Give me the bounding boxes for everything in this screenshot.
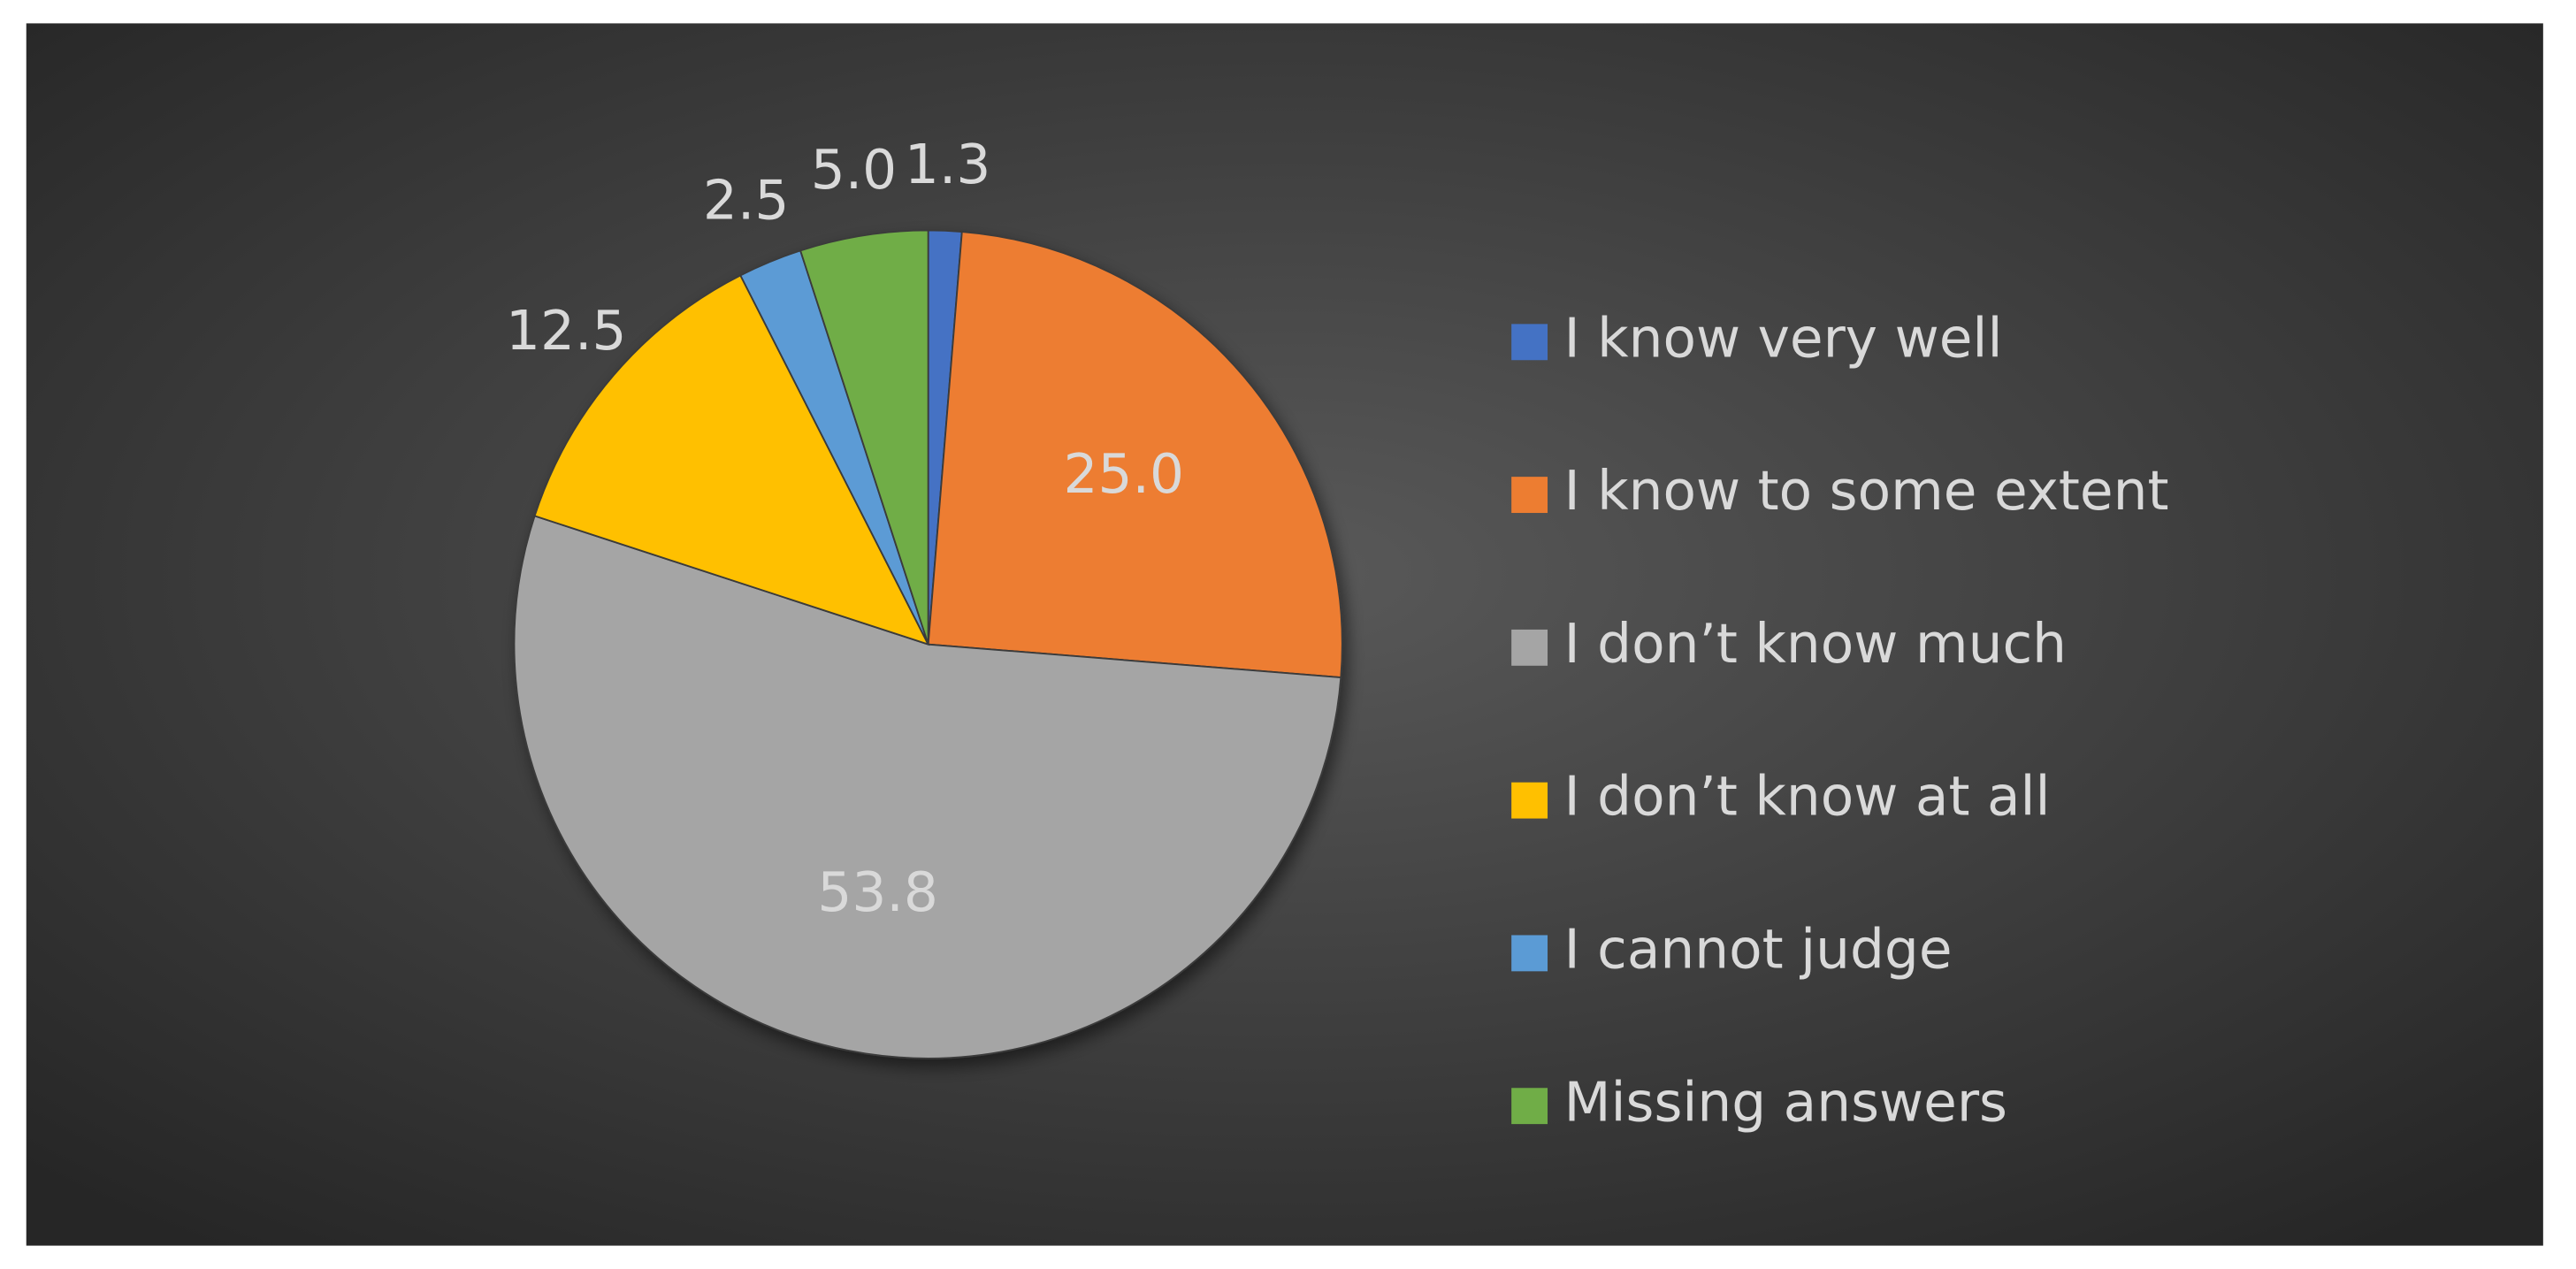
legend-swatch — [1511, 629, 1548, 666]
legend-label: Missing answers — [1564, 1071, 2007, 1134]
pie-slice — [927, 231, 1343, 679]
data-label: 2.5 — [703, 169, 789, 232]
legend-swatch — [1511, 324, 1548, 361]
legend-swatch — [1511, 477, 1548, 514]
data-label: 12.5 — [506, 300, 626, 363]
pie — [513, 229, 1343, 1059]
legend-label: I know very well — [1564, 307, 2003, 370]
data-label: 1.3 — [905, 134, 990, 196]
legend-label: I know to some extent — [1564, 460, 2169, 523]
data-label: 5.0 — [811, 139, 897, 202]
data-label: 25.0 — [1064, 443, 1184, 506]
legend-label: I don’t know at all — [1564, 766, 2051, 829]
pie-slice — [799, 229, 929, 645]
legend-label: I cannot judge — [1564, 919, 1953, 982]
legend-swatch — [1511, 935, 1548, 972]
legend-swatch — [1511, 782, 1548, 819]
pie-slice — [513, 515, 1342, 1059]
data-label: 53.8 — [817, 861, 937, 924]
legend-label: I don’t know much — [1564, 613, 2067, 676]
legend-swatch — [1511, 1088, 1548, 1125]
pie-slice — [533, 274, 930, 646]
